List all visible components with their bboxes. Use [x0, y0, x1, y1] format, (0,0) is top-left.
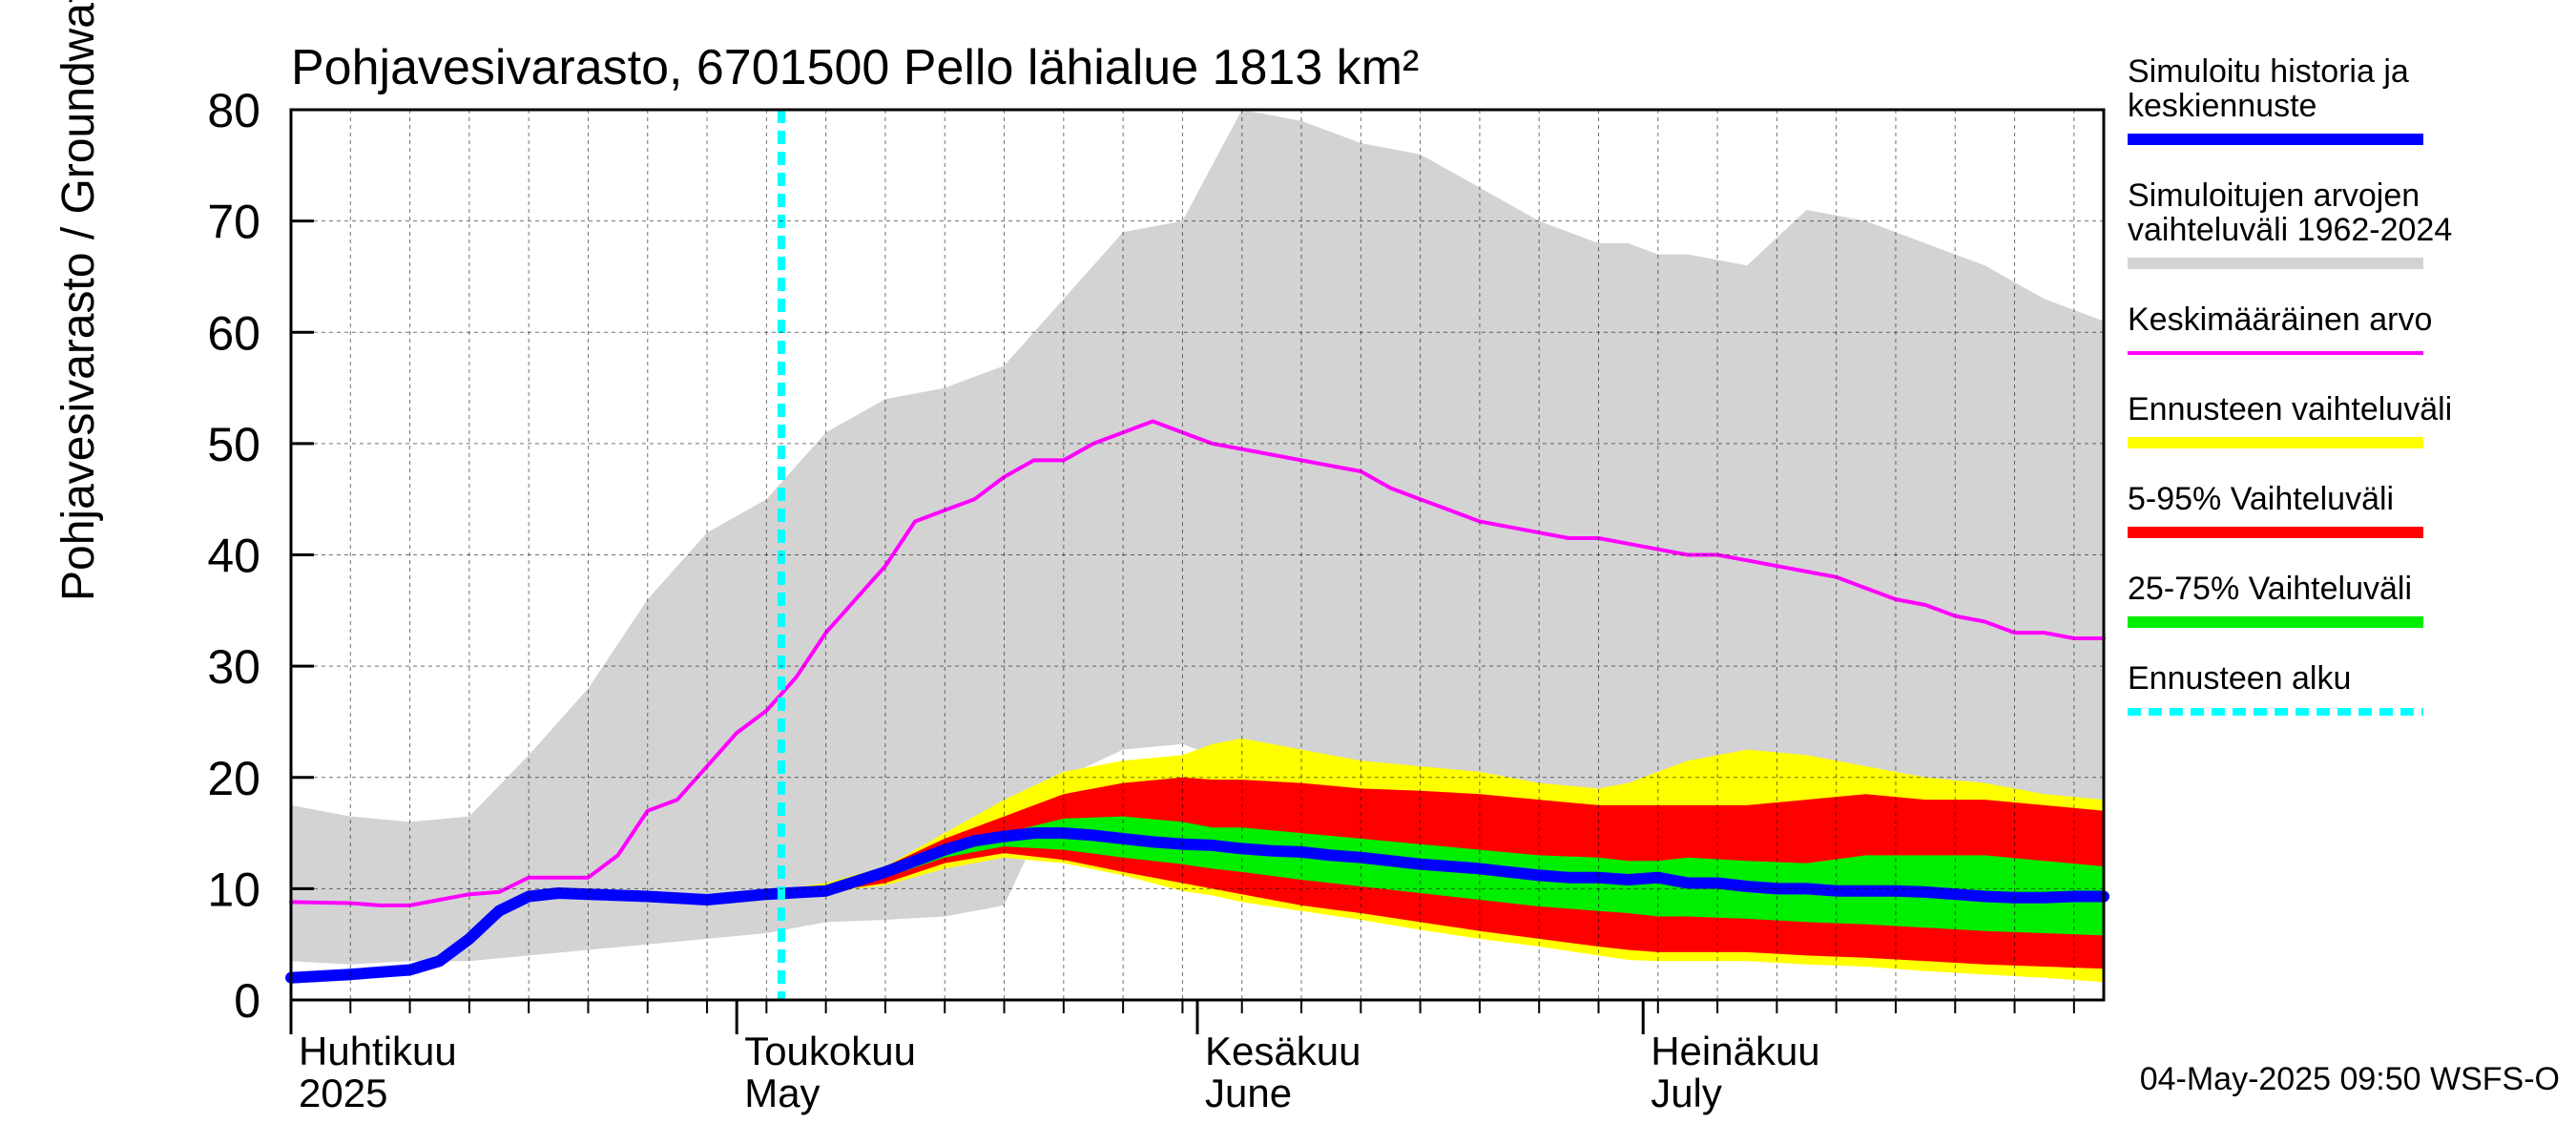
month-label-fi: Huhtikuu — [299, 1029, 457, 1073]
y-tick-label: 40 — [207, 530, 260, 583]
footer-timestamp: 04-May-2025 09:50 WSFS-O — [2140, 1061, 2560, 1097]
month-label-en: May — [744, 1071, 820, 1115]
y-tick-label: 0 — [234, 974, 260, 1028]
legend-label-line: Ennusteen alku — [2128, 660, 2351, 697]
plot-area — [285, 110, 2109, 1000]
month-label-fi: Kesäkuu — [1205, 1029, 1361, 1073]
y-tick-label: 60 — [207, 306, 260, 360]
y-tick-label: 50 — [207, 418, 260, 471]
series-simuloitu-historia-ja-keskiennuste — [285, 827, 2109, 984]
y-tick-label: 20 — [207, 752, 260, 805]
legend-label-line: Ennusteen vaihteluväli — [2128, 391, 2452, 427]
legend-label-keskim-r-inen-arvo: Keskimääräinen arvo — [2128, 302, 2432, 338]
legend-label-line: Keskimääräinen arvo — [2128, 302, 2432, 338]
legend-label-line: keskiennuste — [2128, 88, 2316, 124]
legend-label-ennusteen-vaihteluv-li: Ennusteen vaihteluväli — [2128, 391, 2452, 427]
y-axis-label: Pohjavesivarasto / Groundwater storage m… — [53, 0, 104, 601]
month-label-en: 2025 — [299, 1071, 387, 1115]
month-label-en: June — [1205, 1071, 1292, 1115]
legend-label-line: vaihteluväli 1962-2024 — [2128, 212, 2452, 248]
y-tick-label: 80 — [207, 84, 260, 137]
y-tick-label: 70 — [207, 196, 260, 249]
legend-label-line: Simuloitu historia ja — [2128, 53, 2409, 90]
legend-label-5-95-vaihteluv-li: 5-95% Vaihteluväli — [2128, 481, 2394, 517]
legend-label-line: Simuloitujen arvojen — [2128, 177, 2420, 214]
legend-label-simuloitu-historia-ja: Simuloitu historia ja keskiennuste — [2128, 53, 2409, 124]
month-label-fi: Toukokuu — [744, 1029, 916, 1073]
legend-label-ennusteen-alku: Ennusteen alku — [2128, 660, 2351, 697]
month-label-en: July — [1651, 1071, 1722, 1115]
chart-title: Pohjavesivarasto, 6701500 Pello lähialue… — [291, 40, 1419, 95]
legend: Simuloitu historia ja keskiennusteSimuloi… — [2128, 53, 2452, 716]
series-25-75-vaihteluv-li — [766, 816, 2104, 936]
legend-label-line: 5-95% Vaihteluväli — [2128, 481, 2394, 517]
legend-label-line: 25-75% Vaihteluväli — [2128, 571, 2412, 607]
month-label-fi: Heinäkuu — [1651, 1029, 1819, 1073]
y-tick-label: 30 — [207, 640, 260, 694]
legend-label-simuloitujen-arvojen: Simuloitujen arvojen vaihteluväli 1962-20… — [2128, 177, 2452, 248]
legend-label-25-75-vaihteluv-li: 25-75% Vaihteluväli — [2128, 571, 2412, 607]
series-simuloitujen-arvojen-vaihteluv-li-1962-2024 — [291, 110, 2104, 965]
y-tick-label: 10 — [207, 863, 260, 916]
series-keskim-r-inen-arvo — [289, 419, 2106, 907]
